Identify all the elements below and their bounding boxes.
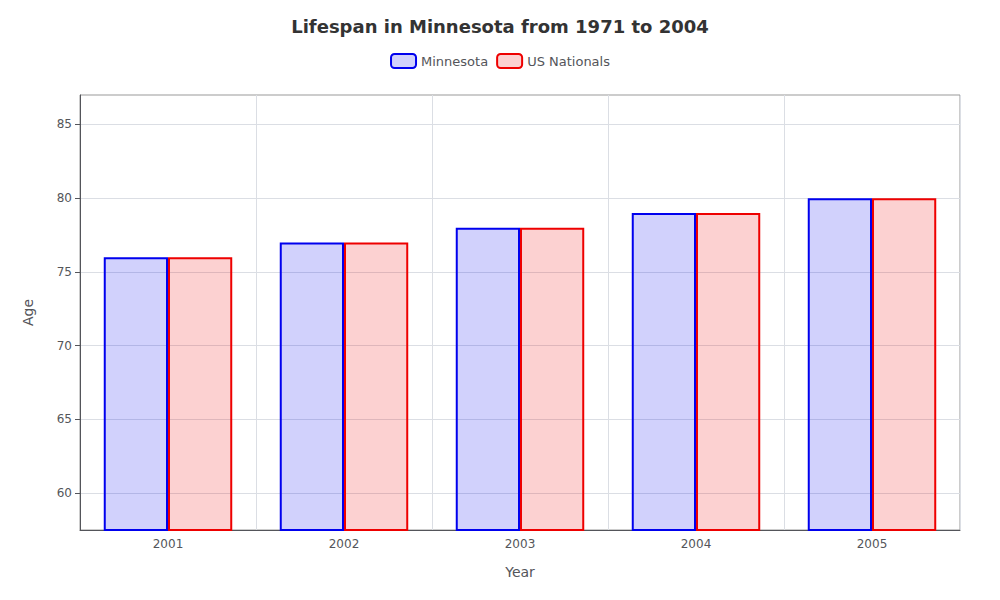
svg-text:70: 70 (57, 339, 72, 353)
svg-text:75: 75 (57, 265, 72, 279)
svg-text:2001: 2001 (153, 537, 184, 551)
svg-text:Year: Year (504, 564, 535, 580)
svg-text:2003: 2003 (505, 537, 536, 551)
svg-text:80: 80 (57, 191, 72, 205)
svg-text:2004: 2004 (681, 537, 712, 551)
svg-text:US Nationals: US Nationals (527, 54, 610, 69)
svg-text:2005: 2005 (857, 537, 888, 551)
svg-text:Minnesota: Minnesota (421, 54, 488, 69)
svg-text:2002: 2002 (329, 537, 360, 551)
svg-text:Lifespan in Minnesota from 197: Lifespan in Minnesota from 1971 to 2004 (291, 16, 709, 37)
svg-text:60: 60 (57, 486, 72, 500)
svg-text:85: 85 (57, 117, 72, 131)
svg-text:65: 65 (57, 412, 72, 426)
svg-text:Age: Age (20, 299, 36, 326)
